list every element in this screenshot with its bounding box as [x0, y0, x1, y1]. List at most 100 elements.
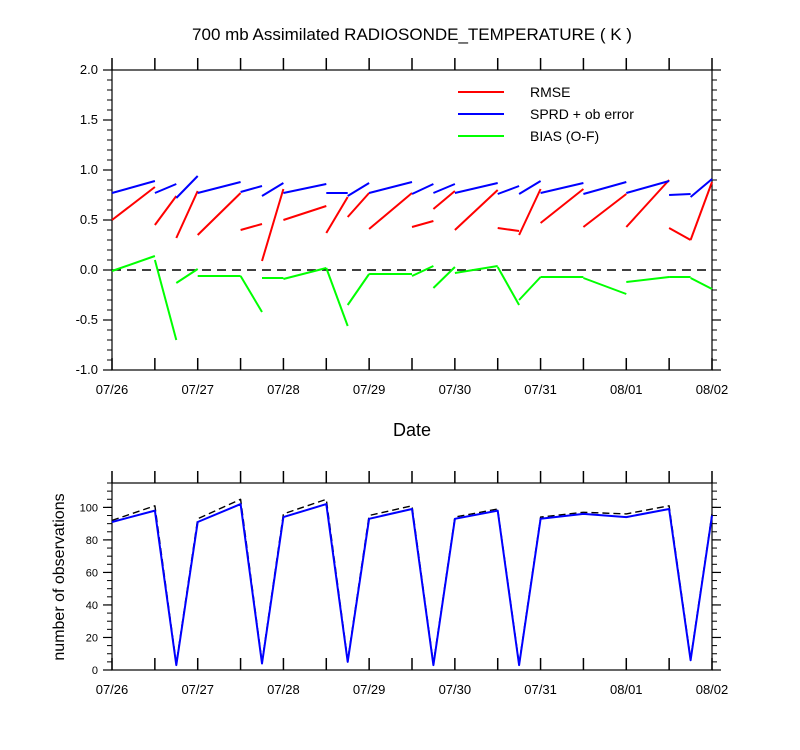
- bottom-plot-panel: 07/26 07/27 07/28 07/29 07/30 07/31 08/01 08/02…: [80, 471, 729, 697]
- y-tick-label: 40: [86, 600, 98, 612]
- x-tick-label: 07/28: [267, 682, 300, 697]
- y-tick-label: 0.5: [80, 212, 98, 227]
- series-line-segment: [411, 265, 434, 277]
- series-line-segment: [111, 180, 156, 194]
- legend-label: RMSE: [530, 84, 570, 100]
- series-line-segment: [261, 182, 284, 197]
- series-line-segment: [111, 255, 156, 272]
- series-line-segment: [175, 190, 199, 239]
- series-line-segment: [518, 188, 542, 236]
- series-line-segment: [325, 196, 349, 234]
- legend-label: SPRD + ob error: [530, 106, 634, 122]
- series-line-segment: [175, 268, 199, 284]
- y-tick-label: 0.0: [80, 262, 98, 277]
- series-assimilated: [111, 503, 713, 667]
- series-line-segment: [239, 275, 263, 313]
- chart-title: 700 mb Assimilated RADIOSONDE_TEMPERATUR…: [192, 25, 632, 44]
- series-sprd-ob-error: [111, 175, 713, 199]
- series-line-segment: [454, 189, 499, 231]
- series-line-segment: [283, 205, 327, 221]
- series-line-segment: [689, 181, 713, 241]
- series-line-segment: [668, 227, 692, 241]
- series-line-segment: [346, 273, 370, 306]
- x-tick-label: 07/29: [353, 682, 386, 697]
- series-line-segment: [432, 266, 456, 289]
- series-line-segment: [497, 185, 520, 195]
- series-line-segment: [154, 195, 178, 226]
- series-line-segment: [153, 259, 178, 341]
- series-possible: [111, 498, 713, 665]
- x-tick-label: 07/30: [439, 382, 472, 397]
- series-bias-o-f: [111, 255, 713, 341]
- series-line-segment: [240, 185, 263, 193]
- series-line-segment: [175, 175, 199, 199]
- x-tick-label: 07/26: [96, 382, 129, 397]
- series-line-segment: [432, 190, 456, 210]
- y-tick-label: 1.0: [80, 162, 98, 177]
- series-line-segment: [454, 265, 498, 274]
- y-tick-label: 60: [86, 567, 98, 579]
- x-tick-label: 07/28: [267, 382, 300, 397]
- series-line-segment: [497, 227, 520, 232]
- y-tick-label: -0.5: [76, 312, 98, 327]
- series-line-segment: [626, 276, 670, 283]
- x-tick-label: 07/27: [181, 382, 214, 397]
- x-tick-label: 07/26: [96, 682, 129, 697]
- series-line-segment: [325, 267, 349, 327]
- series-line-segment: [433, 183, 456, 194]
- series-line-segment: [347, 182, 370, 197]
- series-line-segment: [283, 183, 327, 194]
- x-tick-label: 08/01: [610, 382, 643, 397]
- legend: RMSE SPRD + ob error BIAS (O-F): [458, 84, 634, 144]
- series-line-segment: [626, 180, 670, 194]
- x-tick-label: 07/30: [439, 682, 472, 697]
- series-line-segment: [583, 181, 627, 195]
- series-line-segment: [346, 192, 370, 218]
- series-line-segment: [539, 188, 585, 224]
- series-line-segment: [240, 223, 263, 231]
- x-tick-label: 07/31: [524, 682, 557, 697]
- series-line-segment: [197, 181, 241, 194]
- y-tick-label: 0: [92, 665, 98, 677]
- y-axis-label-observations: number of observations: [51, 493, 68, 660]
- y-tick-label: 2.0: [80, 62, 98, 77]
- x-tick-label: 07/31: [524, 382, 557, 397]
- x-tick-label: 08/02: [696, 382, 729, 397]
- series-line-segment: [411, 220, 434, 228]
- series-line-segment: [583, 277, 627, 295]
- series-line-segment: [368, 181, 413, 194]
- series-line-segment: [111, 186, 156, 221]
- series-line-segment: [454, 182, 498, 194]
- series-line-segment: [368, 192, 413, 230]
- series-line-segment: [582, 193, 627, 228]
- series-rmse: [111, 179, 713, 262]
- top-plot-panel: 07/26 07/27 07/28 07/29 07/30 07/31 08/01 08/02…: [76, 58, 729, 397]
- y-tick-label: 80: [86, 535, 98, 547]
- series-line-segment: [411, 183, 434, 195]
- series-line-segment: [690, 277, 713, 290]
- series-line-segment: [154, 183, 177, 194]
- series-line-segment: [111, 503, 713, 667]
- series-line-segment: [625, 179, 670, 228]
- y-tick-label: 1.5: [80, 112, 98, 127]
- x-tick-label: 08/01: [610, 682, 643, 697]
- y-tick-label: 20: [86, 632, 98, 644]
- y-tick-label: -1.0: [76, 362, 98, 377]
- x-tick-label: 08/02: [696, 682, 729, 697]
- series-line-segment: [540, 182, 584, 194]
- x-tick-label: 07/29: [353, 382, 386, 397]
- legend-label: BIAS (O-F): [530, 128, 599, 144]
- series-line-segment: [496, 266, 520, 306]
- series-line-segment: [518, 180, 542, 195]
- y-tick-label: 100: [80, 502, 98, 514]
- series-line-segment: [518, 276, 542, 301]
- series-line-segment: [689, 178, 713, 198]
- x-axis-label: Date: [393, 420, 431, 440]
- series-line-segment: [669, 193, 691, 196]
- series-line-segment: [111, 498, 713, 665]
- series-line-segment: [283, 267, 327, 280]
- x-tick-label: 07/27: [181, 682, 214, 697]
- series-line-segment: [261, 188, 285, 262]
- series-line-segment: [197, 192, 242, 236]
